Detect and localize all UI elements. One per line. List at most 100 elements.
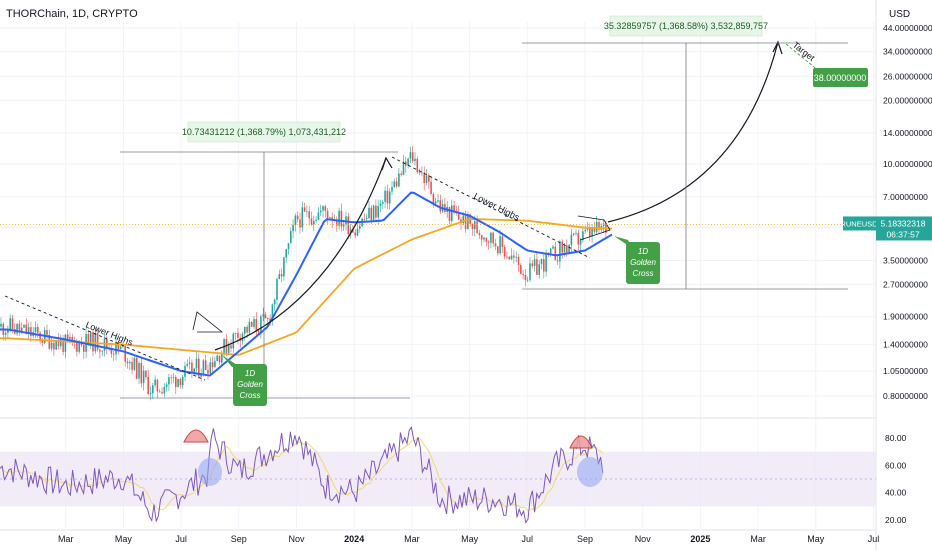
candle-body	[142, 370, 145, 384]
candle-body	[16, 323, 18, 334]
candle-body	[276, 279, 278, 300]
candle-body	[520, 265, 522, 274]
candle-body	[250, 321, 253, 327]
target-badge	[813, 68, 868, 87]
candle-body	[575, 232, 577, 234]
candle-body	[462, 215, 465, 224]
lower-highs-trendline	[4, 295, 206, 381]
candle-body	[158, 391, 161, 393]
callout-text: 1D	[245, 369, 255, 378]
candle-body	[326, 210, 329, 218]
candle-body	[342, 224, 345, 227]
candle-body	[135, 357, 138, 379]
candle-body	[453, 205, 455, 213]
time-tick-label: May	[807, 534, 825, 544]
candle-body	[83, 345, 85, 352]
candle-body	[177, 378, 179, 387]
time-tick-label: Jul	[868, 534, 880, 544]
candle-body	[437, 200, 439, 202]
candle-body	[186, 363, 189, 366]
candle-body	[598, 222, 600, 230]
candle-body	[60, 339, 62, 347]
candle-body	[89, 332, 92, 344]
projection-curve	[214, 157, 387, 351]
time-tick-label: Mar	[404, 534, 420, 544]
triangle-pattern	[192, 311, 224, 333]
candle-body	[561, 241, 563, 253]
time-tick-label: Mar	[750, 534, 766, 544]
candle-body	[39, 332, 41, 341]
rsi-axis: 80.00 60.00 40.00 20.00	[885, 433, 907, 525]
currency-label[interactable]: USD	[889, 9, 911, 20]
candle-body	[165, 384, 168, 387]
candle-body	[409, 152, 412, 159]
candle-body	[584, 229, 586, 232]
candle-body	[591, 226, 593, 237]
candle-body	[405, 161, 407, 166]
candle-body	[490, 232, 492, 243]
candle-body	[524, 274, 527, 280]
candle-body	[434, 201, 437, 204]
price-axis: 44.00000000 34.00000000 26.00000000 20.0000…	[883, 23, 932, 401]
candle-body	[209, 362, 212, 374]
candle-body	[244, 326, 246, 334]
candle-body	[554, 246, 557, 261]
price-tick-label: 2.70000000	[883, 279, 928, 289]
candle-body	[92, 332, 94, 352]
candle-body	[556, 260, 559, 262]
candle-body	[579, 240, 582, 245]
candle-body	[218, 355, 221, 363]
arrow-head	[772, 40, 783, 55]
candle-body	[306, 211, 308, 213]
candle-body	[257, 330, 260, 333]
candle-body	[71, 337, 74, 341]
candle-body	[278, 274, 281, 280]
candle-body	[308, 211, 310, 219]
candle-body	[407, 158, 409, 166]
candle-body	[365, 218, 368, 220]
candle-body	[582, 231, 584, 241]
candle-body	[533, 259, 536, 267]
candle-body	[154, 379, 156, 386]
rsi-line	[0, 426, 604, 524]
callout-text: 1D	[638, 247, 648, 256]
candle-body	[483, 237, 485, 240]
symbol-badge	[843, 216, 876, 231]
candle-body	[377, 205, 379, 218]
candle-body	[191, 362, 193, 374]
candle-body	[66, 334, 69, 339]
measure-box	[187, 121, 341, 143]
candle-body	[354, 232, 356, 236]
candle-body	[214, 361, 216, 368]
candle-body	[216, 355, 218, 362]
candle-body	[313, 220, 315, 225]
candle-body	[411, 152, 414, 161]
price-tick-label: 26.00000000	[883, 71, 932, 81]
candle-body	[439, 200, 442, 212]
candle-body	[517, 256, 520, 266]
triangle-pattern	[577, 215, 611, 241]
candle-body	[356, 228, 359, 236]
candle-body	[138, 363, 140, 379]
candle-body	[76, 341, 78, 352]
rsi-highlight-circle	[198, 458, 222, 486]
candle-body	[99, 349, 101, 352]
projection-curve	[607, 41, 779, 223]
candle-body	[421, 172, 423, 174]
candle-body	[64, 334, 67, 352]
candle-body	[149, 393, 152, 395]
candle-body	[317, 212, 320, 220]
candle-body	[368, 207, 370, 219]
candle-body	[248, 321, 251, 333]
candle-body	[232, 333, 235, 349]
candle-body	[0, 323, 2, 327]
time-tick-label: Sep	[577, 534, 593, 544]
candle-body	[18, 323, 21, 332]
candle-body	[20, 327, 23, 332]
candle-body	[372, 205, 375, 220]
candle-body	[319, 210, 322, 213]
price-tick-label: 34.00000000	[883, 47, 932, 57]
chart-title: THORChain, 1D, CRYPTO	[6, 8, 138, 20]
candle-body	[30, 327, 32, 337]
